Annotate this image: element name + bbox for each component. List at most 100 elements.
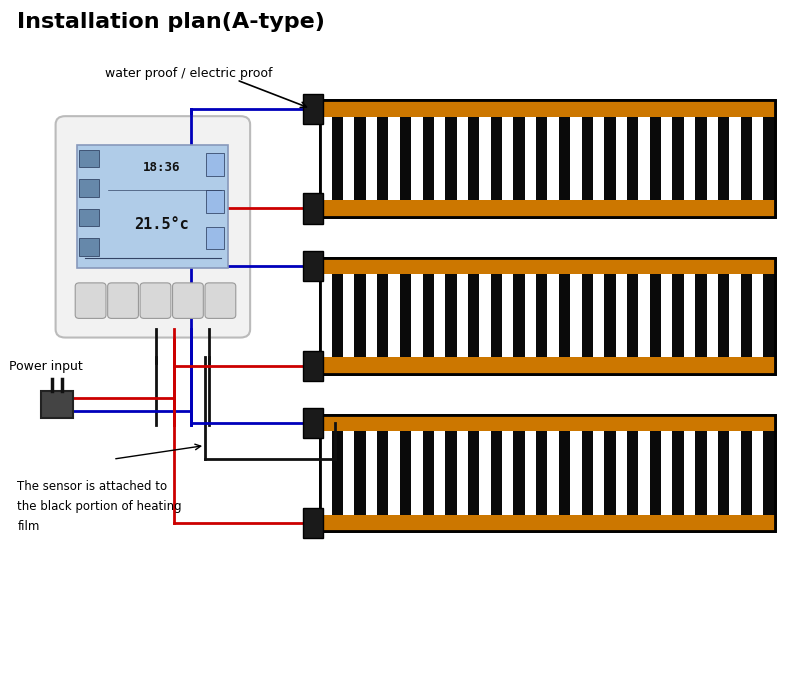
Bar — [593, 431, 604, 514]
Bar — [616, 431, 627, 514]
Bar — [320, 258, 774, 374]
Bar — [547, 274, 559, 357]
Bar — [42, 391, 73, 418]
Bar — [457, 274, 468, 357]
Bar — [638, 117, 650, 200]
Bar — [446, 274, 457, 357]
Bar — [434, 431, 446, 514]
Bar — [320, 100, 774, 217]
Bar — [434, 117, 446, 200]
Bar — [502, 274, 514, 357]
FancyBboxPatch shape — [55, 116, 250, 338]
Bar — [354, 117, 366, 200]
Bar — [752, 117, 763, 200]
Bar — [320, 431, 332, 514]
Bar — [206, 191, 224, 213]
Bar — [400, 117, 411, 200]
Bar — [320, 415, 774, 531]
Bar — [366, 117, 377, 200]
Bar — [343, 274, 354, 357]
Bar — [502, 431, 514, 514]
Text: water proof / electric proof: water proof / electric proof — [105, 67, 273, 80]
Bar — [718, 431, 730, 514]
Bar — [206, 227, 224, 250]
Bar — [684, 431, 695, 514]
Bar — [536, 117, 547, 200]
Bar — [730, 431, 741, 514]
Bar — [616, 117, 627, 200]
Bar — [763, 117, 774, 200]
Bar — [604, 117, 616, 200]
Bar — [570, 117, 582, 200]
Bar — [490, 117, 502, 200]
Bar — [684, 117, 695, 200]
Bar — [650, 274, 661, 357]
Bar — [706, 117, 718, 200]
Bar — [502, 117, 514, 200]
Bar — [389, 274, 400, 357]
Bar — [389, 431, 400, 514]
Bar — [593, 274, 604, 357]
Bar — [593, 117, 604, 200]
Bar — [479, 117, 490, 200]
Bar — [730, 117, 741, 200]
Bar — [547, 117, 559, 200]
Bar — [411, 274, 422, 357]
Bar — [752, 274, 763, 357]
Bar — [525, 117, 536, 200]
Bar — [695, 431, 706, 514]
Bar — [582, 117, 593, 200]
Bar — [332, 117, 343, 200]
Bar — [377, 431, 389, 514]
Bar — [78, 145, 228, 268]
Text: The sensor is attached to
the black portion of heating
film: The sensor is attached to the black port… — [18, 480, 182, 532]
Bar — [547, 431, 559, 514]
Bar — [400, 274, 411, 357]
Bar — [468, 431, 479, 514]
Bar — [457, 431, 468, 514]
Bar — [377, 117, 389, 200]
Bar — [320, 100, 774, 217]
Bar — [536, 431, 547, 514]
Bar — [422, 274, 434, 357]
Bar — [422, 117, 434, 200]
Bar — [302, 93, 322, 123]
Bar — [763, 274, 774, 357]
Bar — [695, 117, 706, 200]
Bar — [320, 415, 774, 431]
Text: 21.5°c: 21.5°c — [134, 217, 190, 233]
Bar — [638, 431, 650, 514]
Bar — [320, 357, 774, 374]
Bar — [411, 431, 422, 514]
Bar — [650, 431, 661, 514]
Bar — [320, 415, 774, 531]
Bar — [434, 274, 446, 357]
Bar — [650, 117, 661, 200]
FancyBboxPatch shape — [173, 283, 203, 318]
Bar — [320, 258, 774, 374]
Bar — [706, 431, 718, 514]
Bar — [582, 431, 593, 514]
Bar — [604, 431, 616, 514]
Bar — [446, 117, 457, 200]
Bar — [332, 274, 343, 357]
Bar — [366, 274, 377, 357]
Bar — [377, 274, 389, 357]
Text: Power input: Power input — [10, 360, 83, 373]
Bar — [582, 274, 593, 357]
FancyBboxPatch shape — [108, 283, 138, 318]
Bar — [320, 100, 774, 117]
Bar — [718, 117, 730, 200]
Bar — [354, 431, 366, 514]
Bar — [320, 117, 332, 200]
Bar — [570, 274, 582, 357]
Bar — [661, 431, 673, 514]
Bar — [673, 117, 684, 200]
Bar — [479, 431, 490, 514]
Bar — [343, 431, 354, 514]
Bar — [422, 431, 434, 514]
Bar — [302, 250, 322, 281]
Bar — [490, 274, 502, 357]
Bar — [514, 274, 525, 357]
Text: Installation plan(A-type): Installation plan(A-type) — [18, 12, 326, 32]
